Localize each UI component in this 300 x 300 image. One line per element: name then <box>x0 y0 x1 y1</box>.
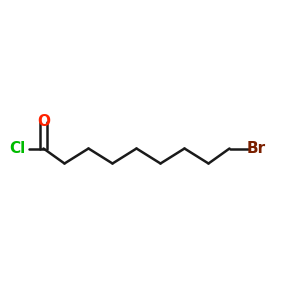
Text: O: O <box>37 114 50 129</box>
Text: Br: Br <box>247 141 266 156</box>
Text: Cl: Cl <box>9 141 26 156</box>
